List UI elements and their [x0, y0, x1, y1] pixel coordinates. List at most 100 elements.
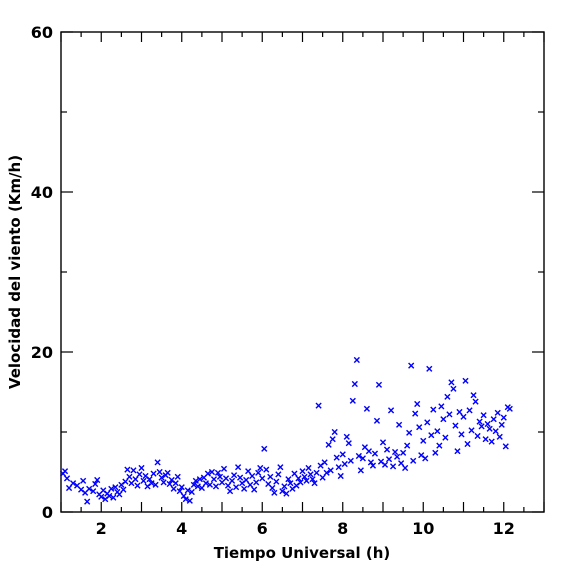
data-point — [307, 471, 314, 478]
data-point — [138, 464, 145, 472]
data-point — [325, 441, 332, 448]
data-point — [164, 469, 171, 476]
data-point — [154, 459, 161, 466]
data-point — [357, 467, 364, 474]
data-point — [496, 433, 503, 440]
data-point — [458, 431, 465, 438]
data-point — [212, 483, 220, 490]
data-point — [482, 436, 489, 443]
data-points — [59, 356, 513, 505]
data-point — [247, 481, 254, 488]
data-point — [476, 418, 483, 425]
data-point — [208, 468, 216, 476]
data-point — [90, 488, 97, 495]
data-point — [160, 479, 167, 486]
data-point — [448, 379, 455, 386]
data-point — [305, 464, 312, 472]
data-point — [315, 402, 322, 409]
data-point — [122, 478, 129, 485]
data-point — [391, 448, 399, 456]
data-point — [281, 483, 288, 490]
data-point — [345, 440, 352, 447]
data-point — [500, 414, 507, 421]
data-point — [371, 450, 379, 457]
data-point — [490, 416, 497, 423]
data-point — [174, 473, 181, 480]
data-point — [424, 419, 431, 426]
data-point — [470, 392, 477, 399]
data-point — [406, 429, 413, 436]
data-point — [309, 476, 316, 483]
data-point — [237, 474, 244, 481]
data-point — [359, 455, 366, 462]
data-point — [398, 460, 405, 467]
data-point — [243, 476, 250, 484]
data-point — [92, 480, 99, 488]
data-point — [369, 462, 377, 469]
axis-ticks — [60, 31, 545, 513]
data-point — [98, 493, 105, 500]
y-tick-label: 20 — [31, 343, 53, 362]
data-point — [249, 472, 256, 480]
data-point — [353, 356, 360, 364]
data-point — [65, 484, 73, 492]
data-point — [484, 420, 491, 428]
data-point — [426, 365, 433, 372]
y-tick-label: 40 — [31, 183, 53, 202]
x-axis-label: Tiempo Universal (h) — [214, 544, 391, 562]
data-point — [311, 480, 318, 487]
data-point — [396, 421, 403, 428]
data-point — [442, 434, 449, 441]
data-point — [172, 480, 179, 487]
data-point — [321, 459, 328, 466]
data-point — [327, 467, 334, 474]
data-point — [430, 406, 437, 413]
data-point — [420, 437, 427, 444]
data-point — [132, 476, 139, 483]
data-point — [255, 469, 262, 476]
data-point — [381, 461, 389, 468]
data-point — [126, 473, 133, 480]
data-point — [279, 488, 286, 495]
data-point — [450, 385, 457, 392]
data-point — [124, 466, 131, 473]
data-point — [373, 417, 381, 424]
data-point — [462, 377, 469, 384]
data-point — [80, 477, 87, 484]
data-point — [303, 477, 310, 484]
data-point — [472, 398, 479, 405]
plot-frame — [60, 31, 545, 513]
data-point — [297, 479, 304, 486]
data-point — [498, 421, 505, 428]
data-point — [182, 496, 189, 503]
data-point — [339, 451, 346, 458]
data-point — [130, 467, 137, 474]
data-point — [287, 480, 294, 487]
data-point — [251, 486, 258, 493]
data-point — [301, 473, 308, 480]
x-tick-label: 8 — [337, 519, 348, 538]
data-point — [387, 407, 395, 414]
data-point — [422, 455, 429, 462]
data-point — [69, 480, 77, 487]
data-point — [323, 469, 330, 476]
y-tick-label: 60 — [31, 23, 53, 42]
data-point — [220, 465, 228, 472]
data-point — [438, 403, 445, 410]
x-tick-label: 10 — [412, 519, 434, 538]
data-point — [152, 481, 159, 488]
data-point — [184, 487, 191, 494]
data-point — [488, 438, 495, 445]
data-point — [349, 397, 356, 404]
data-point — [412, 410, 419, 417]
data-point — [375, 381, 383, 388]
data-point — [116, 491, 123, 498]
data-point — [204, 470, 212, 477]
data-point — [261, 445, 268, 452]
data-point — [146, 476, 153, 483]
data-point — [456, 408, 463, 416]
x-tick-label: 4 — [176, 519, 187, 538]
data-point — [120, 486, 127, 493]
data-point — [291, 470, 298, 477]
